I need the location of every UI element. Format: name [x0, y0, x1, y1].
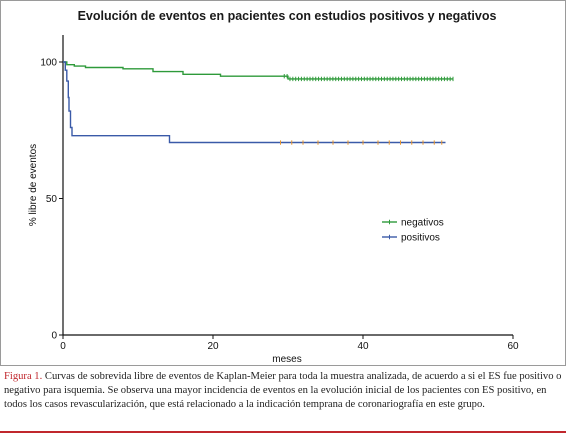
ticks-layer: 0 20 40 60 0 50 100 — [40, 58, 519, 353]
legend: negativos positivos — [382, 218, 444, 244]
y-tick-label: 0 — [51, 331, 57, 342]
legend-label-negativos: negativos — [401, 218, 444, 229]
figure-panel: Evolución de eventos en pacientes con es… — [0, 0, 566, 366]
x-tick-label: 60 — [507, 341, 519, 352]
series-line-negativos — [63, 61, 453, 80]
y-tick-label: 50 — [46, 194, 58, 205]
bottom-rule — [0, 431, 566, 433]
x-axis-label: meses — [272, 354, 301, 365]
caption-text: Curvas de sobrevida libre de eventos de … — [4, 371, 562, 410]
y-axis-label: % libre de eventos — [28, 144, 39, 226]
km-chart: Evolución de eventos en pacientes con es… — [28, 9, 519, 365]
series-line-positivos — [63, 61, 446, 144]
y-tick-label: 100 — [40, 58, 57, 69]
series-layer — [63, 61, 454, 145]
figure-caption: Figura 1. Curvas de sobrevida libre de e… — [4, 370, 562, 412]
x-tick-label: 0 — [60, 341, 66, 352]
chart-title: Evolución de eventos en pacientes con es… — [78, 9, 497, 23]
caption-label: Figura 1. — [4, 371, 43, 382]
x-tick-label: 20 — [207, 341, 219, 352]
legend-label-positivos: positivos — [401, 233, 440, 244]
x-tick-label: 40 — [357, 341, 369, 352]
